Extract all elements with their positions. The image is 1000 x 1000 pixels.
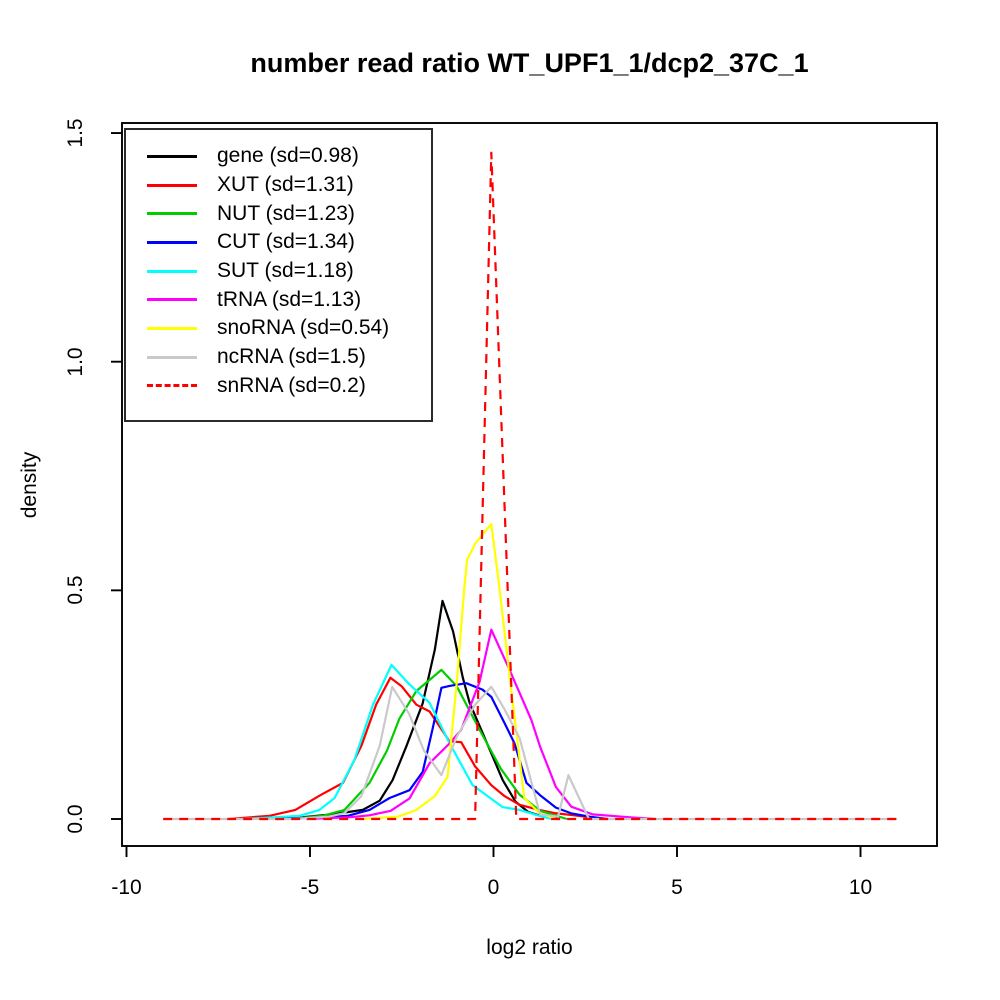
legend-item-SUT: SUT (sd=1.18) bbox=[126, 257, 431, 286]
legend-label-snoRNA: snoRNA (sd=0.54) bbox=[217, 316, 390, 340]
x-tick-label: -5 bbox=[300, 876, 320, 899]
legend-swatch-CUT bbox=[147, 240, 197, 244]
chart-title: number read ratio WT_UPF1_1/dcp2_37C_1 bbox=[250, 48, 809, 78]
y-tick-label: 0.0 bbox=[64, 804, 87, 834]
y-tick-label: 1.5 bbox=[64, 118, 87, 148]
y-tick-label: 0.5 bbox=[64, 575, 87, 605]
legend-item-tRNA: tRNA (sd=1.13) bbox=[126, 285, 431, 314]
legend-item-snoRNA: snoRNA (sd=0.54) bbox=[126, 314, 431, 343]
curve-ncRNA bbox=[163, 685, 898, 821]
x-tick-label: -10 bbox=[111, 876, 142, 899]
legend-label-gene: gene (sd=0.98) bbox=[217, 144, 359, 168]
curve-tRNA bbox=[306, 628, 656, 821]
legend-item-XUT: XUT (sd=1.31) bbox=[126, 171, 431, 200]
legend-swatch-XUT bbox=[147, 183, 197, 187]
curve-NUT bbox=[287, 668, 568, 821]
curve-CUT bbox=[276, 682, 608, 821]
legend-label-snRNA: snRNA (sd=0.2) bbox=[217, 373, 366, 397]
legend-label-CUT: CUT (sd=1.34) bbox=[217, 230, 355, 254]
x-axis-label: log2 ratio bbox=[486, 936, 573, 959]
plot-box bbox=[121, 122, 938, 847]
legend-item-ncRNA: ncRNA (sd=1.5) bbox=[126, 343, 431, 372]
legend-swatch-SUT bbox=[147, 269, 197, 273]
legend-swatch-ncRNA bbox=[147, 355, 197, 359]
legend-item-snRNA: snRNA (sd=0.2) bbox=[126, 372, 431, 401]
legend-label-ncRNA: ncRNA (sd=1.5) bbox=[217, 345, 366, 369]
x-tick-label: 5 bbox=[671, 876, 683, 899]
legend-label-tRNA: tRNA (sd=1.13) bbox=[217, 287, 362, 311]
curve-XUT bbox=[229, 676, 608, 821]
y-tick-label: 1.0 bbox=[64, 347, 87, 377]
curve-snRNA bbox=[163, 151, 898, 821]
legend-box: gene (sd=0.98) XUT (sd=1.31) NUT (sd=1.23)… bbox=[124, 128, 433, 422]
x-tick-label: 10 bbox=[848, 876, 873, 899]
curve-snoRNA bbox=[361, 522, 557, 821]
legend-label-NUT: NUT (sd=1.23) bbox=[217, 201, 355, 225]
x-tick-label: 0 bbox=[487, 876, 500, 899]
legend-swatch-NUT bbox=[147, 212, 197, 216]
legend-swatch-gene bbox=[147, 154, 197, 158]
legend-item-gene: gene (sd=0.98) bbox=[126, 142, 431, 171]
legend-item-NUT: NUT (sd=1.23) bbox=[126, 199, 431, 228]
legend-swatch-tRNA bbox=[147, 298, 197, 302]
legend-item-CUT: CUT (sd=1.34) bbox=[126, 228, 431, 257]
legend-swatch-snRNA bbox=[147, 384, 197, 388]
curve-gene bbox=[262, 599, 560, 821]
legend-label-SUT: SUT (sd=1.18) bbox=[217, 259, 354, 283]
y-axis-label: density bbox=[18, 451, 41, 519]
legend-swatch-snoRNA bbox=[147, 326, 197, 330]
legend-label-XUT: XUT (sd=1.31) bbox=[217, 173, 354, 197]
curve-SUT bbox=[243, 663, 553, 821]
